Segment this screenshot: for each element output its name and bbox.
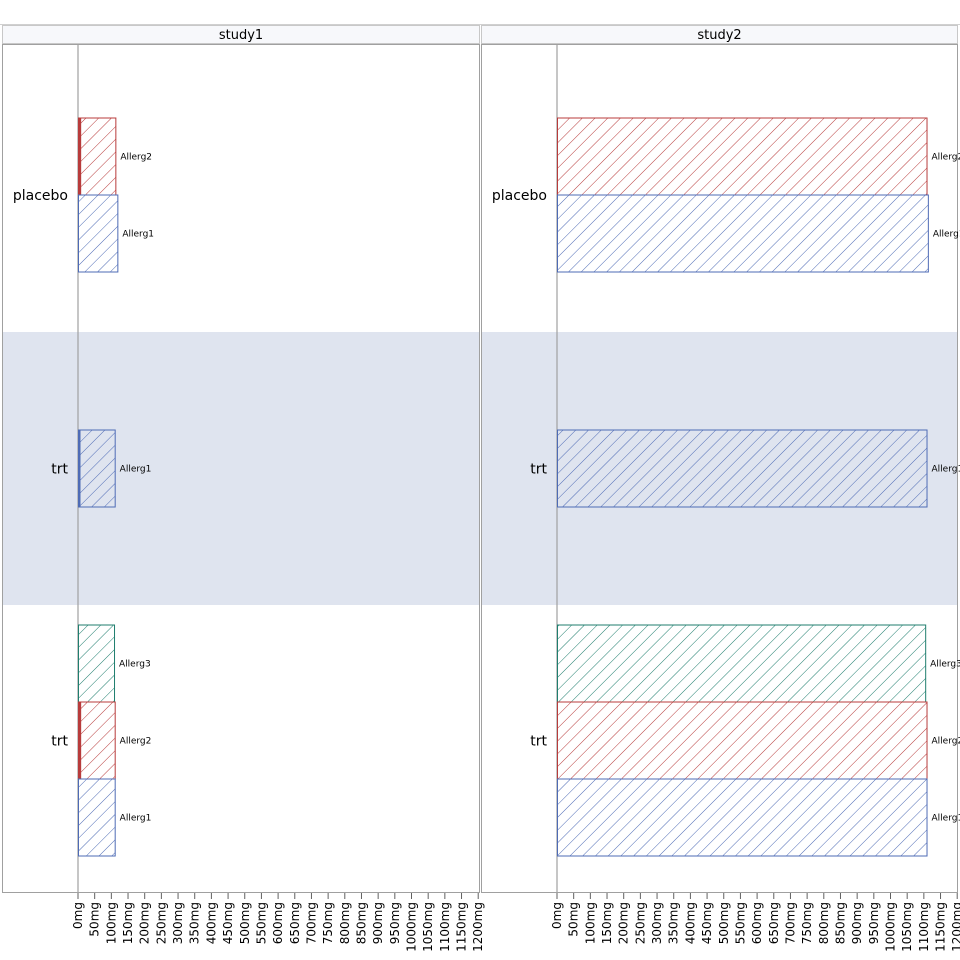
panel-border xyxy=(2,44,480,893)
x-tick-label: 300mg xyxy=(650,902,664,944)
x-tick-label: 1000mg xyxy=(884,902,898,952)
x-tick-label: 500mg xyxy=(717,902,731,944)
category-label: trt xyxy=(51,462,68,478)
x-tick-label: 200mg xyxy=(617,902,631,944)
category-label: trt xyxy=(530,462,547,478)
panel-strip xyxy=(481,25,958,44)
x-tick-label: 1200mg xyxy=(471,902,485,952)
bar-label: Allerg2 xyxy=(932,153,960,163)
bar-allerg1 xyxy=(78,194,119,273)
x-tick-label: 350mg xyxy=(188,902,202,944)
bar-allerg1 xyxy=(78,778,116,857)
x-tick-label: 950mg xyxy=(867,902,881,944)
x-tick-label: 150mg xyxy=(121,902,135,944)
bar-allerg2 xyxy=(557,701,928,780)
bar-label: Allerg3 xyxy=(119,660,151,670)
x-tick-label: 550mg xyxy=(733,902,747,944)
x-tick-label: 250mg xyxy=(154,902,168,944)
x-tick-label: 1100mg xyxy=(917,902,931,952)
bar-allerg2 xyxy=(557,117,928,196)
bar-marker xyxy=(78,118,82,195)
x-tick-label: 600mg xyxy=(750,902,764,944)
bar-allerg3 xyxy=(557,624,927,703)
x-tick-label: 850mg xyxy=(833,902,847,944)
x-tick-label: 800mg xyxy=(338,902,352,944)
category-label: placebo xyxy=(492,188,547,204)
x-tick-label: 100mg xyxy=(104,902,118,944)
panel-strip xyxy=(2,25,480,44)
bar-allerg1 xyxy=(557,194,929,273)
x-tick-label: 450mg xyxy=(221,902,235,944)
category-label: trt xyxy=(530,734,547,750)
x-tick-label: 700mg xyxy=(783,902,797,944)
bar-label: Allerg1 xyxy=(932,465,960,475)
bar-allerg2 xyxy=(78,117,117,196)
bar-allerg1 xyxy=(557,429,928,508)
x-tick-label: 600mg xyxy=(271,902,285,944)
x-tick-label: 500mg xyxy=(238,902,252,944)
x-tick-label: 850mg xyxy=(354,902,368,944)
x-tick-label: 1100mg xyxy=(438,902,452,952)
x-tick-label: 800mg xyxy=(817,902,831,944)
x-tick-label: 1150mg xyxy=(934,902,948,952)
bar-label: Allerg2 xyxy=(120,153,152,163)
bar-label: Allerg1 xyxy=(120,465,152,475)
bar-label: Allerg1 xyxy=(120,814,152,824)
x-tick-label: 1050mg xyxy=(900,902,914,952)
x-tick-label: 550mg xyxy=(254,902,268,944)
bar-label: Allerg1 xyxy=(122,230,154,240)
bar-allerg1 xyxy=(78,429,116,508)
x-tick-label: 0mg xyxy=(71,902,85,929)
panel-title: study1 xyxy=(219,28,263,43)
x-tick-label: 400mg xyxy=(683,902,697,944)
bar-marker xyxy=(78,702,82,779)
x-tick-label: 1150mg xyxy=(455,902,469,952)
x-tick-label: 750mg xyxy=(800,902,814,944)
bar-label: Allerg2 xyxy=(120,737,152,747)
x-tick-label: 700mg xyxy=(304,902,318,944)
bar-allerg1 xyxy=(557,778,928,857)
bar-label: Allerg1 xyxy=(933,230,960,240)
x-tick-label: 100mg xyxy=(583,902,597,944)
x-tick-label: 900mg xyxy=(850,902,864,944)
x-tick-label: 1050mg xyxy=(421,902,435,952)
x-tick-label: 400mg xyxy=(204,902,218,944)
bar-allerg2 xyxy=(78,701,116,780)
x-tick-label: 250mg xyxy=(633,902,647,944)
x-tick-label: 350mg xyxy=(667,902,681,944)
x-tick-label: 50mg xyxy=(567,902,581,937)
panel-title: study2 xyxy=(697,28,741,43)
x-tick-label: 50mg xyxy=(88,902,102,937)
bar-label: Allerg2 xyxy=(932,737,960,747)
category-label: placebo xyxy=(13,188,68,204)
x-tick-label: 1200mg xyxy=(950,902,960,952)
x-tick-label: 200mg xyxy=(138,902,152,944)
x-tick-label: 900mg xyxy=(371,902,385,944)
bar-label: Allerg1 xyxy=(932,814,960,824)
x-tick-label: 0mg xyxy=(550,902,564,929)
x-tick-label: 1000mg xyxy=(405,902,419,952)
x-tick-label: 150mg xyxy=(600,902,614,944)
x-tick-label: 650mg xyxy=(767,902,781,944)
x-tick-label: 300mg xyxy=(171,902,185,944)
x-tick-label: 950mg xyxy=(388,902,402,944)
x-tick-label: 650mg xyxy=(288,902,302,944)
category-label: trt xyxy=(51,734,68,750)
panel-border xyxy=(481,44,958,893)
x-tick-label: 750mg xyxy=(321,902,335,944)
bar-marker xyxy=(78,430,81,507)
bar-label: Allerg3 xyxy=(930,660,960,670)
row-band xyxy=(2,332,480,605)
x-tick-label: 450mg xyxy=(700,902,714,944)
bar-allerg3 xyxy=(78,624,116,703)
